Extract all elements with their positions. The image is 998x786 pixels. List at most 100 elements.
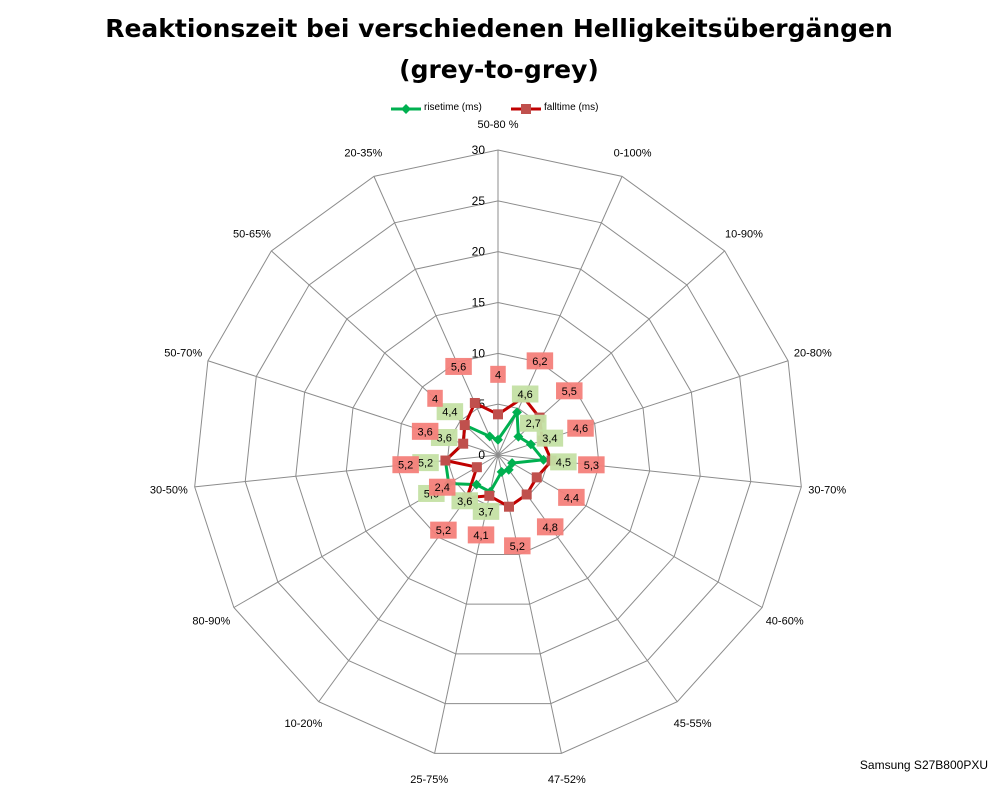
risetime-label-box	[472, 502, 500, 520]
legend-risetime-marker-icon	[391, 104, 421, 114]
category-label: 50-70%	[164, 348, 202, 360]
falltime-label-box	[427, 389, 443, 407]
radial-tick-label: 25	[472, 194, 486, 208]
risetime-point	[513, 431, 524, 442]
risetime-data-label: 4,6	[518, 389, 533, 401]
category-label: 30-70%	[808, 485, 846, 497]
falltime-data-label: 4,8	[543, 522, 558, 534]
category-label: 40-60%	[766, 616, 804, 628]
chart-title: Reaktionszeit bei verschiedenen Helligke…	[105, 14, 893, 43]
falltime-label-box	[445, 357, 472, 375]
falltime-point	[469, 397, 480, 408]
category-label: 50-80 %	[478, 119, 519, 131]
risetime-point	[496, 466, 507, 477]
risetime-label-box	[412, 454, 439, 472]
grid-ring-30	[194, 149, 802, 754]
risetime-point	[512, 407, 522, 418]
risetime-label-box	[451, 492, 478, 510]
falltime-label-box	[567, 419, 594, 437]
risetime-point	[484, 431, 495, 442]
falltime-point	[531, 472, 542, 483]
category-label: 10-20%	[284, 718, 322, 730]
grid-ring-10	[396, 352, 600, 555]
falltime-data-label: 6,2	[532, 356, 547, 368]
falltime-label-box	[578, 456, 605, 474]
category-label: 10-90%	[725, 229, 763, 241]
falltime-label-box	[558, 488, 585, 506]
category-label: 20-35%	[344, 148, 382, 160]
falltime-point	[493, 409, 503, 420]
falltime-data-label: 4,4	[564, 492, 579, 504]
category-label: 0-100%	[614, 148, 652, 160]
chart-subtitle: (grey-to-grey)	[399, 55, 599, 84]
device-annotation: Samsung S27B800PXU	[859, 758, 988, 772]
falltime-data-label: 4	[432, 393, 438, 405]
radial-tick-label: 15	[472, 296, 486, 310]
category-label: 80-90%	[192, 616, 230, 628]
falltime-point	[503, 501, 514, 512]
category-label: 47-52%	[548, 774, 586, 786]
falltime-point	[459, 420, 470, 431]
falltime-data-label: 5,2	[436, 525, 451, 537]
risetime-data-label: 4,4	[442, 407, 457, 419]
falltime-point	[458, 438, 469, 449]
risetime-label-box	[511, 385, 539, 403]
falltime-point	[471, 462, 482, 473]
risetime-label-box	[520, 414, 547, 432]
risetime-data-label: 4,5	[556, 457, 571, 469]
risetime-data-label: 5,2	[418, 458, 433, 470]
falltime-data-label: 5,6	[451, 361, 466, 373]
grid-ring-15	[345, 301, 651, 605]
falltime-data-label: 4,1	[473, 530, 488, 542]
falltime-point	[521, 489, 532, 500]
falltime-data-label: 3,6	[418, 426, 433, 438]
category-label: 50-65%	[233, 229, 271, 241]
risetime-label-box	[536, 429, 564, 447]
falltime-data-label: 4	[495, 369, 501, 381]
falltime-data-label: 5,5	[562, 386, 577, 398]
grid-ring-20	[295, 251, 701, 655]
radial-tick-label: 5	[478, 397, 485, 411]
grid-ring-25	[244, 200, 752, 705]
risetime-data-label: 3,7	[478, 506, 493, 518]
risetime-data-label: 3,6	[437, 433, 452, 445]
axis-spoke	[497, 454, 763, 608]
category-label: 45-55%	[674, 718, 712, 730]
risetime-point	[538, 454, 549, 465]
falltime-label-box	[411, 422, 439, 440]
risetime-label-box	[550, 453, 577, 471]
falltime-label-box	[430, 521, 457, 539]
falltime-point	[484, 490, 495, 501]
legend-falltime-label: falltime (ms)	[544, 102, 599, 113]
axis-spoke	[233, 454, 499, 608]
risetime-point	[525, 439, 536, 450]
risetime-point	[471, 479, 482, 490]
falltime-label-box	[467, 526, 495, 544]
falltime-data-label: 4,6	[573, 423, 588, 435]
falltime-label-box	[504, 537, 531, 555]
falltime-data-label: 5,2	[398, 460, 413, 472]
radial-tick-label: 10	[472, 346, 486, 360]
risetime-data-label: 3,6	[457, 496, 472, 508]
legend-risetime-label: risetime (ms)	[424, 102, 482, 113]
risetime-data-label: 2,7	[526, 418, 541, 430]
falltime-label-box	[490, 365, 506, 383]
falltime-data-label: 5,3	[584, 460, 599, 472]
falltime-label-box	[526, 352, 554, 370]
falltime-label-box	[536, 518, 564, 536]
falltime-data-label: 5,2	[510, 541, 525, 553]
falltime-point	[440, 455, 451, 466]
falltime-label-box	[428, 478, 456, 496]
risetime-data-label: 3,4	[542, 433, 557, 445]
radial-tick-label: 20	[472, 245, 486, 259]
axis-spoke	[497, 176, 623, 456]
radial-tick-label: 30	[472, 143, 486, 157]
falltime-label-box	[392, 456, 419, 474]
radial-tick-label: 0	[478, 448, 485, 462]
category-label: 25-75%	[410, 774, 448, 786]
axis-spoke	[318, 454, 499, 703]
risetime-point	[503, 464, 514, 475]
risetime-point	[507, 458, 518, 469]
risetime-point	[493, 434, 503, 445]
